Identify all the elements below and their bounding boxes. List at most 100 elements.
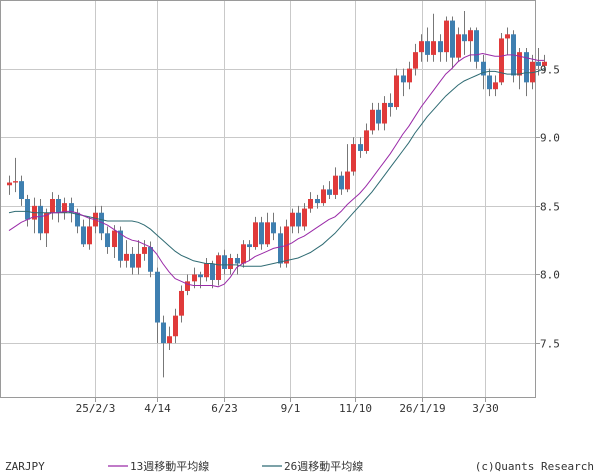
candle: [462, 10, 467, 55]
candle: [216, 252, 221, 286]
candle-body: [290, 212, 295, 227]
candle: [56, 194, 61, 223]
candle-body: [407, 68, 412, 83]
candle-body: [69, 203, 74, 213]
candle: [105, 226, 110, 254]
candle-body: [438, 41, 443, 53]
candle-body: [394, 75, 399, 108]
candle-body: [112, 230, 117, 248]
candle-body: [278, 233, 283, 264]
candle: [136, 240, 141, 275]
candle: [7, 175, 12, 195]
candle-body: [155, 271, 160, 323]
candle: [13, 157, 18, 193]
candle-body: [321, 189, 326, 204]
candle: [265, 212, 270, 248]
candle-body: [487, 75, 492, 90]
y-tick-label: 9.5: [540, 64, 560, 77]
candle-body: [493, 82, 498, 90]
candle: [431, 13, 436, 62]
candle: [124, 240, 129, 268]
candle: [271, 212, 276, 241]
candle: [185, 274, 190, 296]
candle-body: [81, 226, 86, 245]
candle-body: [142, 247, 147, 254]
x-tick-label: 3/30: [472, 402, 499, 415]
candle-body: [425, 41, 430, 55]
candle-body: [222, 255, 227, 269]
candle: [296, 205, 301, 234]
candle-body: [474, 30, 479, 62]
candle-body: [413, 52, 418, 69]
candle-body: [376, 109, 381, 124]
candle: [302, 203, 307, 231]
candle: [327, 181, 332, 199]
candle: [401, 68, 406, 97]
candle-body: [179, 290, 184, 316]
candle: [50, 192, 55, 220]
candle-body: [228, 258, 233, 269]
candle: [25, 194, 30, 227]
candle-body: [241, 244, 246, 264]
candle: [358, 137, 363, 158]
candle: [468, 27, 473, 62]
candle: [394, 68, 399, 110]
candle-body: [253, 222, 258, 248]
candle-body: [364, 130, 369, 151]
candle-body: [44, 212, 49, 234]
candle-body: [456, 34, 461, 58]
candle: [345, 144, 350, 193]
candle: [413, 43, 418, 76]
symbol-label: ZARJPY: [5, 460, 45, 473]
candle-body: [136, 253, 141, 268]
candle-body: [124, 253, 129, 261]
candle-body: [401, 75, 406, 83]
x-tick-label: 26/1/19: [399, 402, 445, 415]
candle-body: [542, 61, 547, 66]
candle: [130, 247, 135, 275]
candle-body: [536, 61, 541, 66]
candle: [204, 258, 209, 282]
candle: [69, 197, 74, 223]
candle: [99, 205, 104, 241]
candle: [505, 27, 510, 55]
candle-body: [517, 52, 522, 76]
candle-body: [358, 144, 363, 151]
candle-body: [247, 244, 252, 248]
candle-body: [431, 41, 436, 55]
candle-body: [192, 274, 197, 282]
candle: [499, 32, 504, 86]
candle-body: [382, 102, 387, 124]
candle-body: [450, 20, 455, 58]
candle-body: [148, 247, 153, 272]
candle-body: [505, 34, 510, 39]
candle-body: [327, 189, 332, 195]
candle: [253, 216, 258, 250]
candle-body: [235, 258, 240, 264]
candle-body: [315, 199, 320, 204]
plot-frame: [0, 0, 536, 398]
candle: [179, 285, 184, 323]
x-tick-label: 25/2/3: [76, 402, 116, 415]
candle: [370, 102, 375, 135]
candle: [222, 249, 227, 275]
candle: [524, 48, 529, 97]
candle-body: [62, 203, 67, 213]
candle-body: [351, 144, 356, 172]
candle-body: [7, 182, 12, 186]
candle-body: [50, 199, 55, 213]
candle: [444, 16, 449, 62]
candle: [376, 102, 381, 131]
candle-body: [370, 109, 375, 131]
x-tick-labels: 25/2/3 4/14 6/23 9/1 11/10 26/1/19 3/30: [76, 398, 499, 415]
legend: 13週移動平均線 26週移動平均線: [108, 459, 363, 473]
source-credit: (c)Quants Research: [475, 460, 594, 473]
candle: [456, 27, 461, 62]
candle: [487, 68, 492, 97]
candle: [210, 260, 215, 289]
candle-body: [99, 212, 104, 234]
candle-body: [302, 208, 307, 227]
candle: [425, 27, 430, 62]
y-tick-label: 9.0: [540, 132, 560, 145]
